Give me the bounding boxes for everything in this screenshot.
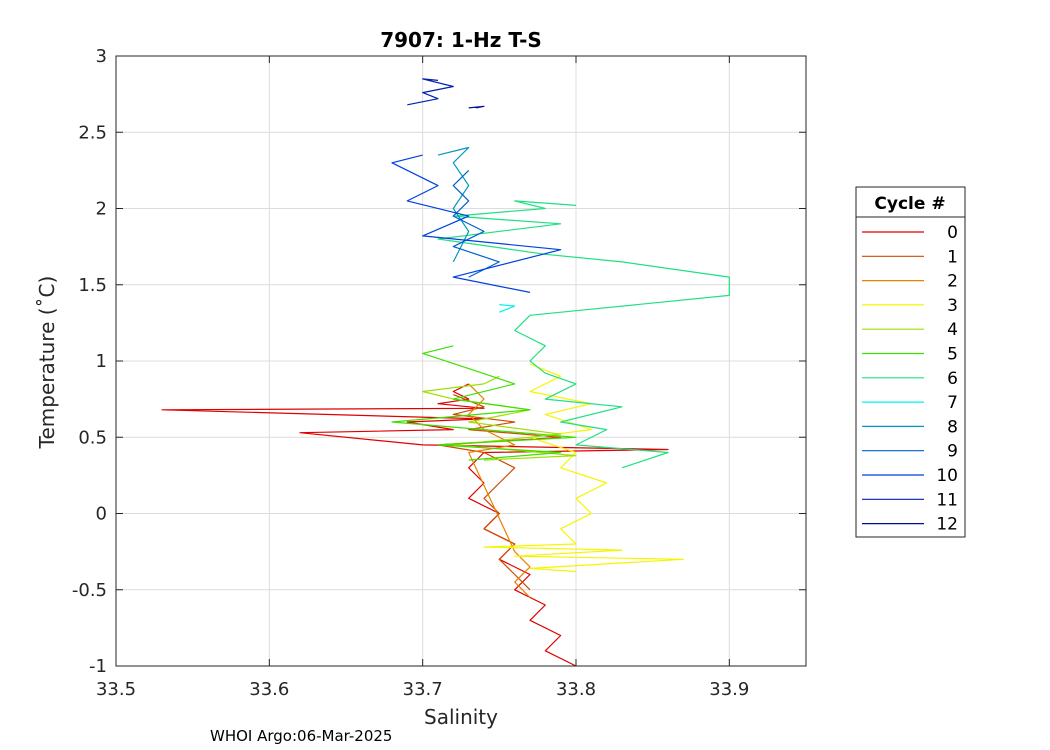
- y-tick-label: 1: [96, 351, 107, 372]
- series-line-cycle-8: [437, 146, 470, 263]
- series-line-cycle-10: [391, 154, 562, 293]
- series-line-cycle-1: [437, 394, 562, 591]
- legend-label-cycle-9: 9: [947, 442, 958, 462]
- series-line-cycle-12: [468, 105, 485, 109]
- series-line-cycle-9: [452, 169, 500, 278]
- legend-title: Cycle #: [874, 194, 945, 214]
- legend-label-cycle-0: 0: [947, 223, 958, 243]
- y-tick-label: 1.5: [78, 275, 107, 296]
- series-line-cycle-6: [437, 200, 730, 469]
- legend-label-cycle-4: 4: [947, 320, 958, 340]
- legend-label-cycle-3: 3: [947, 296, 958, 316]
- series-line-cycle-4: [422, 375, 577, 461]
- y-axis-label: Temperature (˚C): [35, 276, 59, 450]
- legend-box: [855, 186, 966, 538]
- series-line-cycle-3: [483, 363, 684, 573]
- legend-label-cycle-11: 11: [936, 490, 958, 510]
- legend-label-cycle-10: 10: [936, 466, 958, 486]
- legend-label-cycle-6: 6: [947, 369, 958, 389]
- x-tick-label: 33.8: [556, 679, 596, 700]
- y-tick-label: 0.5: [78, 427, 107, 448]
- chart-title: 7907: 1-Hz T-S: [380, 28, 542, 52]
- footer-credit: WHOI Argo:06-Mar-2025: [210, 727, 392, 745]
- y-tick-label: 2.5: [78, 122, 107, 143]
- x-tick-label: 33.7: [403, 679, 443, 700]
- series-line-cycle-7: [499, 304, 516, 313]
- y-tick-label: 0: [96, 504, 107, 525]
- series-layer: [161, 78, 730, 667]
- y-tick-label: -0.5: [72, 580, 107, 601]
- y-tick-label: -1: [89, 656, 107, 677]
- x-axis-label: Salinity: [424, 705, 498, 729]
- x-tick-label: 33.9: [709, 679, 749, 700]
- x-tick-label: 33.5: [96, 679, 136, 700]
- series-line-cycle-5: [391, 345, 577, 461]
- axis-ticks: 33.5 33.6 33.7 33.8 33.9 -1 -0.5 0 0.5 1 1.5 2 2.5 3: [72, 46, 806, 700]
- legend-label-cycle-8: 8: [947, 417, 958, 437]
- series-line-cycle-0: [161, 383, 669, 667]
- x-tick-label: 33.6: [249, 679, 289, 700]
- legend-label-cycle-1: 1: [947, 247, 958, 267]
- y-tick-label: 2: [96, 199, 107, 220]
- series-line-cycle-11: [407, 78, 454, 106]
- legend-label-cycle-2: 2: [947, 272, 958, 292]
- y-tick-label: 3: [96, 46, 107, 67]
- legend-label-cycle-12: 12: [936, 515, 958, 535]
- legend-label-cycle-5: 5: [947, 345, 958, 365]
- legend-label-cycle-7: 7: [947, 393, 958, 413]
